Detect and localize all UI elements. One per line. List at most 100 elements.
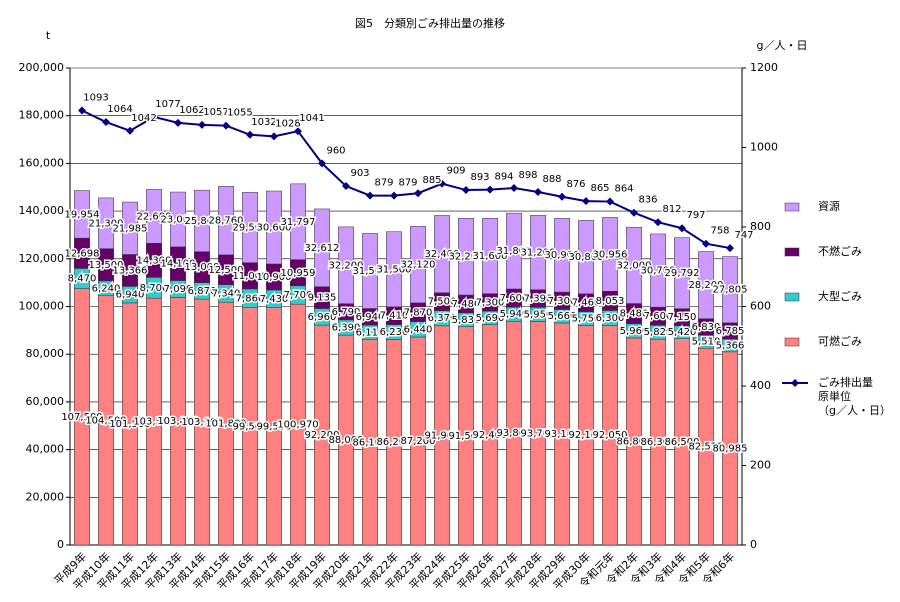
data-label: 31,600 [473,251,508,262]
data-label: 22,600 [137,211,172,222]
data-label: 5,960 [620,326,649,337]
data-label: 885 [422,175,441,186]
data-label: 6,300 [596,313,625,324]
data-label: 31,200 [521,248,556,259]
data-label: 103,100 [181,417,222,428]
data-label: 101,800 [205,419,246,430]
legend-label: ごみ排出量 原単位 （g／人・日） [818,376,891,417]
data-label: 747 [734,230,753,241]
bar-segment [170,191,186,248]
line-marker [486,185,494,194]
line-marker [342,182,350,191]
data-label: 836 [638,195,657,206]
data-label: 86,500 [665,437,700,448]
data-label: 5,950 [524,309,553,320]
bar-segment [434,215,450,293]
data-label: 101,500 [109,419,150,430]
bar-segment [314,208,330,287]
data-label: 7,870 [404,307,433,318]
data-label: 87,200 [401,436,436,447]
y2-tick-label: 1200 [750,61,778,74]
data-label: 879 [374,178,393,189]
data-label: 19,954 [65,209,100,220]
chart-title: 図5 分類別ごみ排出量の推移 [355,16,505,30]
legend-label: 不燃ごみ [818,244,862,258]
data-label: 7,480 [452,299,481,310]
data-label: 1062 [179,105,204,116]
data-label: 5,420 [668,327,697,338]
y2-tick-label: 600 [750,300,771,313]
bar-segment [410,226,426,304]
data-label: 6,785 [716,326,745,337]
data-label: 31,500 [377,264,412,275]
line-marker [582,197,590,206]
data-label: 903 [350,168,369,179]
bar-segment [362,233,378,309]
data-label: 28,760 [209,216,244,227]
data-label: 92,200 [305,430,340,441]
line-marker [246,130,254,139]
data-label: 7,340 [212,288,241,299]
data-label: 7,150 [668,312,697,323]
bar-segment [458,217,474,296]
line-marker [174,118,182,127]
data-label: 876 [566,179,585,190]
data-label: 14,300 [137,255,172,266]
bar-segment [482,218,498,294]
legend-label: 可燃ごみ [818,334,862,348]
line-marker [462,186,470,195]
y-tick-label: 20,000 [26,490,65,503]
line-marker [150,112,158,121]
data-label: 5,366 [716,340,745,351]
data-label: 30,600 [257,222,292,233]
data-label: 12,698 [65,248,100,259]
legend-marker [791,379,799,387]
data-label: 103,800 [157,416,198,427]
y-tick-label: 200,000 [19,61,65,74]
data-label: 88,000 [329,435,364,446]
line-marker [126,126,134,135]
data-label: 1032 [251,117,276,128]
legend-swatch [784,247,800,257]
data-label: 21,300 [89,218,124,229]
data-label: 1042 [131,113,156,124]
line-marker [534,188,542,197]
y-tick-label: 120,000 [19,252,65,265]
data-label: 10,959 [281,268,316,279]
line-marker [510,184,518,193]
data-label: 5,660 [548,311,577,322]
bar-segment [554,218,570,293]
data-label: 31,797 [281,217,316,228]
data-label: 812 [662,204,681,215]
data-label: 93,700 [521,428,556,439]
legend-swatch [784,292,800,302]
data-label: 86,800 [617,436,652,447]
y2-tick-label: 0 [750,538,757,551]
bar-segment [218,186,234,256]
data-label: 92,400 [473,430,508,441]
bar-segment [578,220,594,295]
data-label: 13,366 [113,265,148,276]
bar-segment [266,190,282,265]
data-label: 6,440 [404,324,433,335]
data-label: 91,500 [449,431,484,442]
data-label: 6,790 [332,307,361,318]
y2-tick-label: 400 [750,379,771,392]
data-label: 898 [518,170,537,181]
data-label: 8,480 [620,309,649,320]
data-label: 100,970 [277,420,318,431]
data-label: 8,700 [140,283,169,294]
data-label: 5,510 [692,337,721,348]
bar-segment [338,226,354,304]
data-label: 30,700 [641,266,676,277]
data-label: 23,000 [161,214,196,225]
bar-segment [98,197,114,249]
line-marker [702,239,710,248]
data-label: 6,110 [356,327,385,338]
data-label: 7,500 [428,297,457,308]
data-label: 28,200 [689,280,724,291]
line-marker [78,106,86,115]
data-label: 30,956 [593,249,628,260]
data-label: 1055 [227,108,252,119]
